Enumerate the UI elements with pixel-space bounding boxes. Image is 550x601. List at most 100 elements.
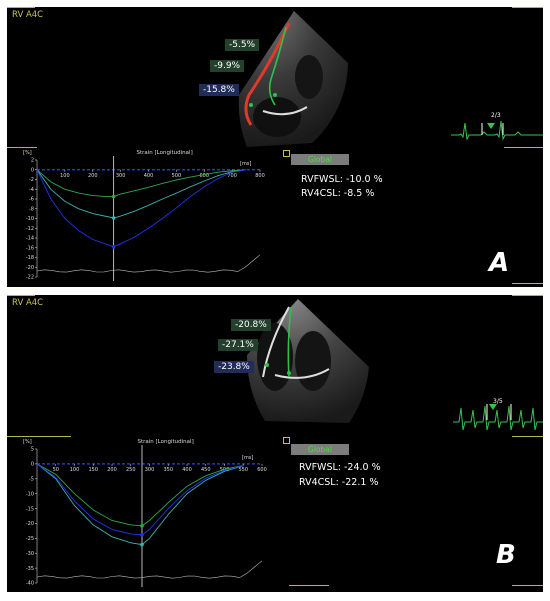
echo-image	[238, 11, 348, 147]
ecg-waveform	[453, 405, 543, 431]
ecg-marker-icon	[489, 404, 497, 410]
y-tick-label: -5	[29, 476, 34, 482]
panel-letter: A	[489, 248, 510, 278]
x-tick-label: 450	[201, 467, 211, 473]
x-tick-label: 100	[70, 467, 80, 473]
rv-septum-trace	[268, 26, 287, 106]
marker-point-cyan	[111, 216, 116, 220]
segment-label-apical: -23.8%	[214, 361, 254, 373]
rv4csl-value: RV4CSL: -8.5 %	[301, 188, 375, 199]
rv-freewall-trace	[244, 22, 291, 126]
top-left-marker-line	[7, 295, 35, 296]
top-right-marker-line	[512, 7, 543, 8]
y-tick-label: -10	[26, 491, 34, 497]
strain-curve-blue	[36, 463, 244, 536]
bottom-center-marker-line	[289, 585, 329, 586]
x-tick-label: 200	[107, 467, 117, 473]
x-tick-label: 500	[220, 467, 230, 473]
trace-point	[273, 93, 277, 97]
x-tick-label: 300	[116, 173, 126, 179]
y-tick-label: -18	[26, 255, 34, 261]
bottom-right-marker-line	[512, 585, 543, 586]
ventricle-cavity	[257, 323, 293, 391]
bottom-right-marker-line	[512, 283, 543, 284]
marker-point-green	[140, 524, 144, 528]
ecg-reference-trace	[36, 560, 263, 579]
rvfwsl-value: RVFWSL: -10.0 %	[301, 174, 383, 185]
y-tick-label: -20	[26, 265, 34, 271]
trace-point	[287, 371, 291, 375]
rv-freewall-trace	[262, 306, 290, 378]
y-tick-label: 5	[31, 447, 34, 453]
ecg-waveform	[451, 120, 543, 141]
y-tick-label: -10	[26, 216, 34, 222]
y-tick-label: -8	[29, 206, 34, 212]
echo-image	[246, 299, 369, 423]
x-tick-label: 600	[199, 173, 209, 179]
top-left-marker-line	[7, 7, 35, 8]
x-tick-label: 100	[60, 173, 70, 179]
x-tick-label: 800	[255, 173, 265, 179]
ventricle-cavity	[253, 97, 301, 137]
y-tick-label: -15	[26, 506, 34, 512]
ecg-trace	[453, 404, 543, 431]
lv-cavity	[295, 331, 331, 391]
panel-letter: B	[496, 540, 516, 570]
valve-line	[274, 368, 330, 379]
marker-point-blue	[111, 244, 116, 249]
y-tick-label: -40	[26, 581, 34, 587]
trace-point	[249, 103, 253, 107]
chart-title: Strain [Longitudinal]	[138, 439, 194, 445]
strain-chart: [%] Strain [Longitudinal] [ms] 5 0 -5 -10 -15 -2…	[23, 439, 267, 587]
segment-label-apical: -15.8%	[199, 84, 239, 96]
strain-curve-green	[36, 169, 247, 198]
rv-septum-trace	[287, 306, 292, 378]
marker-point-green	[111, 194, 116, 199]
y-tick-label: 2	[31, 158, 34, 164]
y-tick-label: -20	[26, 521, 34, 527]
y-tick-label: -12	[26, 226, 34, 232]
y-tick-label: -22	[26, 275, 34, 281]
global-button[interactable]: Global	[291, 444, 349, 455]
view-label: RV A4C	[12, 10, 44, 20]
panel-b: RV A4C -20.8% -27.1% -23.8% Global RVFWS…	[7, 295, 543, 592]
marker-point-cyan	[140, 542, 144, 547]
x-tick-label: 150	[88, 467, 98, 473]
rvfwsl-value: RVFWSL: -24.0 %	[299, 462, 381, 473]
ecg-cycle-fraction: 3/5	[493, 398, 503, 405]
rv4csl-value: RV4CSL: -22.1 %	[299, 477, 379, 488]
chart-title: Strain [Longitudinal]	[137, 150, 193, 156]
x-tick-label: 200	[88, 173, 98, 179]
right-marker-line	[512, 436, 543, 437]
trace-point	[265, 363, 269, 367]
left-marker-line	[7, 436, 71, 437]
y-tick-label: -6	[29, 197, 34, 203]
x-tick-label: 500	[172, 173, 182, 179]
strain-curve-green	[36, 463, 244, 527]
valve-line	[262, 106, 308, 116]
y-tick-label: -35	[26, 566, 34, 572]
x-tick-label: 350	[163, 467, 173, 473]
x-tick-label: 600	[257, 467, 267, 473]
ecg-trace	[451, 120, 543, 141]
y-tick-label: -14	[26, 236, 34, 242]
x-axis-unit-label: [ms]	[242, 455, 253, 461]
right-marker-line	[504, 147, 543, 148]
strain-curve-blue	[36, 169, 247, 248]
strain-curve-cyan	[36, 169, 247, 219]
y-axis-unit-label: [%]	[23, 439, 32, 445]
global-button[interactable]: Global	[291, 154, 349, 165]
x-tick-label: 550	[238, 467, 248, 473]
segment-label-mid: -9.9%	[210, 60, 245, 72]
y-tick-label: 0	[31, 462, 34, 468]
x-tick-label: 700	[227, 173, 237, 179]
y-tick-label: -25	[26, 536, 34, 542]
y-tick-label: 0	[31, 167, 34, 173]
marker-point-blue	[140, 532, 144, 537]
x-tick-label: 400	[182, 467, 192, 473]
segment-label-basal: -20.8%	[231, 319, 271, 331]
global-indicator-square	[283, 150, 290, 157]
y-tick-label: -16	[26, 245, 34, 251]
ecg-cycle-fraction: 2/3	[491, 112, 501, 119]
y-tick-label: -4	[29, 187, 34, 193]
